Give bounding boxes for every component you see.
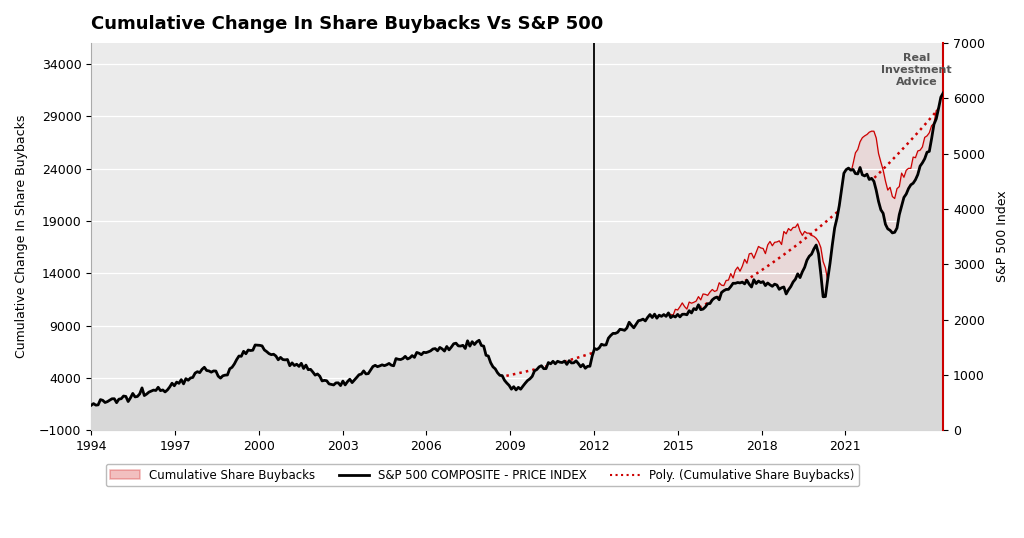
Cumulative Share Buybacks — [85, 431, 97, 438]
Poly. (Cumulative Share Buybacks) — [937, 100, 949, 107]
Poly. (Cumulative Share Buybacks) — [784, 246, 797, 253]
S&P 500 COMPOSITE - PRICE INDEX — [85, 402, 97, 408]
Poly. (Cumulative Share Buybacks) — [418, 386, 430, 393]
Y-axis label: Cumulative Change In Share Buybacks: Cumulative Change In Share Buybacks — [15, 115, 28, 358]
Line: Poly. (Cumulative Share Buybacks): Poly. (Cumulative Share Buybacks) — [91, 103, 943, 415]
Line: Cumulative Share Buybacks: Cumulative Share Buybacks — [91, 101, 943, 435]
S&P 500 COMPOSITE - PRICE INDEX — [784, 284, 797, 290]
Text: Real
Investment
Advice: Real Investment Advice — [882, 53, 951, 87]
Poly. (Cumulative Share Buybacks) — [427, 385, 439, 391]
S&P 500 COMPOSITE - PRICE INDEX — [937, 90, 949, 96]
Poly. (Cumulative Share Buybacks) — [826, 213, 839, 220]
S&P 500 COMPOSITE - PRICE INDEX — [232, 353, 245, 359]
Poly. (Cumulative Share Buybacks) — [85, 412, 97, 419]
Line: S&P 500 COMPOSITE - PRICE INDEX: S&P 500 COMPOSITE - PRICE INDEX — [91, 93, 943, 405]
S&P 500 COMPOSITE - PRICE INDEX — [418, 349, 430, 356]
Cumulative Share Buybacks — [707, 286, 719, 293]
S&P 500 COMPOSITE - PRICE INDEX — [427, 346, 439, 352]
Cumulative Share Buybacks — [826, 266, 839, 272]
Cumulative Share Buybacks — [232, 391, 245, 397]
Text: Cumulative Change In Share Buybacks Vs S&P 500: Cumulative Change In Share Buybacks Vs S… — [91, 15, 603, 33]
Legend: Cumulative Share Buybacks, S&P 500 COMPOSITE - PRICE INDEX, Poly. (Cumulative Sh: Cumulative Share Buybacks, S&P 500 COMPO… — [105, 464, 859, 486]
Cumulative Share Buybacks — [427, 376, 439, 382]
Cumulative Share Buybacks — [418, 383, 430, 390]
S&P 500 COMPOSITE - PRICE INDEX — [826, 242, 839, 248]
Cumulative Share Buybacks — [784, 227, 797, 233]
S&P 500 COMPOSITE - PRICE INDEX — [707, 296, 719, 303]
Cumulative Share Buybacks — [937, 97, 949, 104]
Poly. (Cumulative Share Buybacks) — [707, 298, 719, 304]
Poly. (Cumulative Share Buybacks) — [232, 400, 245, 407]
Y-axis label: S&P 500 Index: S&P 500 Index — [996, 191, 1009, 282]
